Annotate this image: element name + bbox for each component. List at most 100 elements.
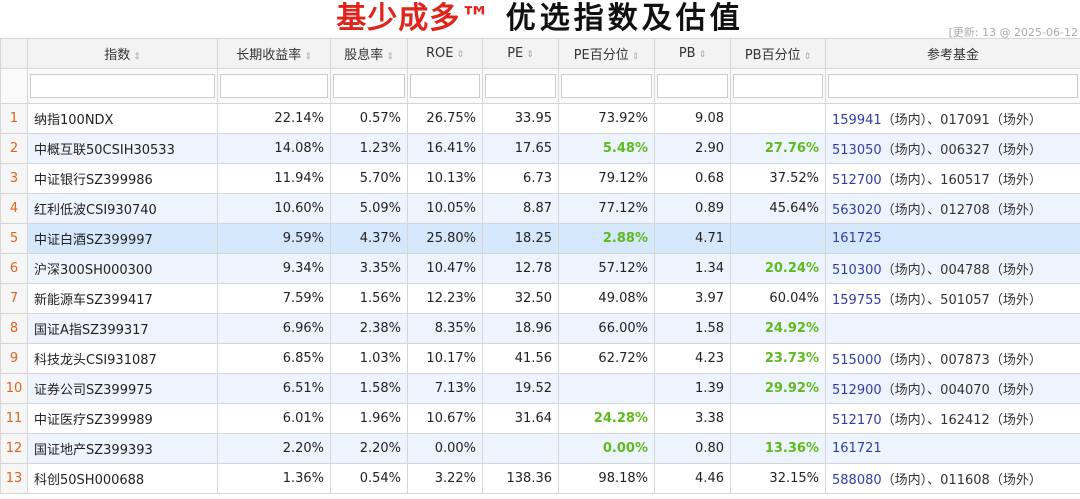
- fund-type-label: （场外）: [989, 413, 1042, 428]
- table-row[interactable]: 1 纳指100NDX 22.14% 0.57% 26.75% 33.95 73.92% 9.0…: [0, 103, 1080, 134]
- fund-code-link[interactable]: 161725: [832, 231, 882, 246]
- row-number: 1: [0, 103, 28, 134]
- fund-type-label: （场外）: [989, 383, 1042, 398]
- cell-pe-percentile: 77.12%: [558, 193, 655, 224]
- header-col-pb-percentile[interactable]: PB百分位 ⇕: [730, 38, 826, 69]
- table-row[interactable]: 12 国证地产SZ399393 2.20% 2.20% 0.00% 0.00% 0.80 13…: [0, 433, 1080, 464]
- sort-icon[interactable]: ⇕: [526, 50, 534, 60]
- cell-pb: 0.89: [654, 193, 731, 224]
- cell-pb-percentile: 27.76%: [730, 133, 826, 164]
- cell-return: 6.51%: [217, 373, 331, 404]
- cell-pb-percentile: 20.24%: [730, 253, 826, 284]
- fund-code: 162412: [940, 413, 990, 428]
- cell-roe: 10.67%: [407, 403, 483, 434]
- filter-input-col-pe[interactable]: [485, 74, 556, 98]
- cell-pb-percentile: 32.15%: [730, 463, 826, 494]
- cell-roe: 10.47%: [407, 253, 483, 284]
- table-row[interactable]: 9 科技龙头CSI931087 6.85% 1.03% 10.17% 41.56 62.72…: [0, 343, 1080, 374]
- filter-input-col-dividend[interactable]: [333, 74, 405, 98]
- fund-code-link[interactable]: 513050: [832, 143, 882, 158]
- header-col-pe[interactable]: PE ⇕: [482, 38, 559, 69]
- filter-input-col-roe[interactable]: [410, 74, 480, 98]
- filter-input-col-name[interactable]: [30, 74, 215, 98]
- sort-icon[interactable]: ⇕: [304, 52, 312, 62]
- cell-dividend: 1.58%: [330, 373, 408, 404]
- table-row[interactable]: 10 证券公司SZ399975 6.51% 1.58% 7.13% 19.52 1.39 29…: [0, 373, 1080, 404]
- table-row[interactable]: 3 中证银行SZ399986 11.94% 5.70% 10.13% 6.73 79.12%…: [0, 163, 1080, 194]
- header-col-pb[interactable]: PB ⇕: [654, 38, 731, 69]
- cell-pb-percentile: 37.52%: [730, 163, 826, 194]
- fund-code-link[interactable]: 588080: [832, 473, 882, 488]
- header-col-return[interactable]: 长期收益率 ⇕: [217, 38, 331, 69]
- fund-type-label: （场外）: [989, 173, 1042, 188]
- fund-code-link[interactable]: 159941: [832, 113, 882, 128]
- table-row[interactable]: 8 国证A指SZ399317 6.96% 2.38% 8.35% 18.96 66.00% 1…: [0, 313, 1080, 344]
- cell-pb: 1.58: [654, 313, 731, 344]
- cell-roe: 16.41%: [407, 133, 483, 164]
- fund-code: 017091: [940, 113, 990, 128]
- table-row[interactable]: 13 科创50SH000688 1.36% 0.54% 3.22% 138.36 98.18…: [0, 463, 1080, 494]
- cell-pe: [482, 433, 559, 464]
- filter-input-col-pb[interactable]: [657, 74, 728, 98]
- cell-pe: 138.36: [482, 463, 559, 494]
- highlight-value: 29.92%: [764, 381, 819, 396]
- sort-icon[interactable]: ⇕: [386, 52, 394, 62]
- table-row[interactable]: 11 中证医疗SZ399989 6.01% 1.96% 10.67% 31.64 24.28…: [0, 403, 1080, 434]
- sort-icon[interactable]: ⇕: [456, 50, 465, 60]
- filter-input-col-pb-percentile[interactable]: [733, 74, 823, 98]
- cell-return: 2.20%: [217, 433, 331, 464]
- fund-separator: 、: [927, 293, 941, 308]
- cell-name: 科技龙头CSI931087: [27, 343, 218, 374]
- sort-icon[interactable]: ⇕: [631, 52, 640, 62]
- cell-return: 10.60%: [217, 193, 331, 224]
- sort-icon[interactable]: ⇕: [803, 52, 812, 62]
- cell-pb-percentile: 23.73%: [730, 343, 826, 374]
- fund-separator: 、: [927, 413, 941, 428]
- fund-code-link[interactable]: 161721: [832, 441, 882, 456]
- cell-roe: 7.13%: [407, 373, 483, 404]
- sort-icon[interactable]: ⇕: [698, 50, 707, 60]
- cell-name: 中证白酒SZ399997: [27, 223, 218, 254]
- fund-code: 501057: [940, 293, 990, 308]
- fund-code-link[interactable]: 512700: [832, 173, 882, 188]
- cell-pe: 41.56: [482, 343, 559, 374]
- cell-dividend: 2.20%: [330, 433, 408, 464]
- fund-code-link[interactable]: 510300: [832, 263, 882, 278]
- fund-code-link[interactable]: 159755: [832, 293, 882, 308]
- header-col-name[interactable]: 指数 ⇕: [27, 38, 218, 69]
- row-number: 2: [0, 133, 28, 164]
- table-row[interactable]: 7 新能源车SZ399417 7.59% 1.56% 12.23% 32.50 49.08%…: [0, 283, 1080, 314]
- fund-code-link[interactable]: 512900: [832, 383, 882, 398]
- cell-name: 纳指100NDX: [27, 103, 218, 134]
- filter-input-col-fund[interactable]: [828, 74, 1078, 98]
- cell-pe-percentile: 66.00%: [558, 313, 655, 344]
- filter-cell: [330, 68, 408, 104]
- highlight-value: 2.88%: [602, 231, 648, 246]
- table-row[interactable]: 4 红利低波CSI930740 10.60% 5.09% 10.05% 8.87 77.12…: [0, 193, 1080, 224]
- filter-corner: [0, 68, 28, 104]
- table-row[interactable]: 5 中证白酒SZ399997 9.59% 4.37% 25.80% 18.25 2.88% 4…: [0, 223, 1080, 254]
- sort-icon[interactable]: ⇕: [133, 52, 141, 62]
- fund-code-link[interactable]: 515000: [832, 353, 882, 368]
- cell-return: 14.08%: [217, 133, 331, 164]
- header-col-roe[interactable]: ROE ⇕: [407, 38, 483, 69]
- filter-input-col-return[interactable]: [220, 74, 328, 98]
- header-col-fund[interactable]: 参考基金: [825, 38, 1080, 69]
- cell-pe-percentile: 2.88%: [558, 223, 655, 254]
- fund-code-link[interactable]: 512170: [832, 413, 882, 428]
- cell-roe: 3.22%: [407, 463, 483, 494]
- table-row[interactable]: 6 沪深300SH000300 9.34% 3.35% 10.47% 12.78 57.12…: [0, 253, 1080, 284]
- header-col-pe-percentile[interactable]: PE百分位 ⇕: [558, 38, 655, 69]
- cell-pe: 17.65: [482, 133, 559, 164]
- fund-type-label: （场内）: [881, 113, 928, 128]
- cell-dividend: 3.35%: [330, 253, 408, 284]
- table-row[interactable]: 2 中概互联50CSIH30533 14.08% 1.23% 16.41% 17.65 5.…: [0, 133, 1080, 164]
- cell-return: 6.01%: [217, 403, 331, 434]
- fund-code: 007873: [940, 353, 990, 368]
- cell-return: 9.59%: [217, 223, 331, 254]
- header-col-dividend[interactable]: 股息率 ⇕: [330, 38, 408, 69]
- fund-code-link[interactable]: 563020: [832, 203, 882, 218]
- filter-input-col-pe-percentile[interactable]: [561, 74, 652, 98]
- cell-pe-percentile: 0.00%: [558, 433, 655, 464]
- table-body: 1 纳指100NDX 22.14% 0.57% 26.75% 33.95 73.92% 9.0…: [0, 103, 1080, 494]
